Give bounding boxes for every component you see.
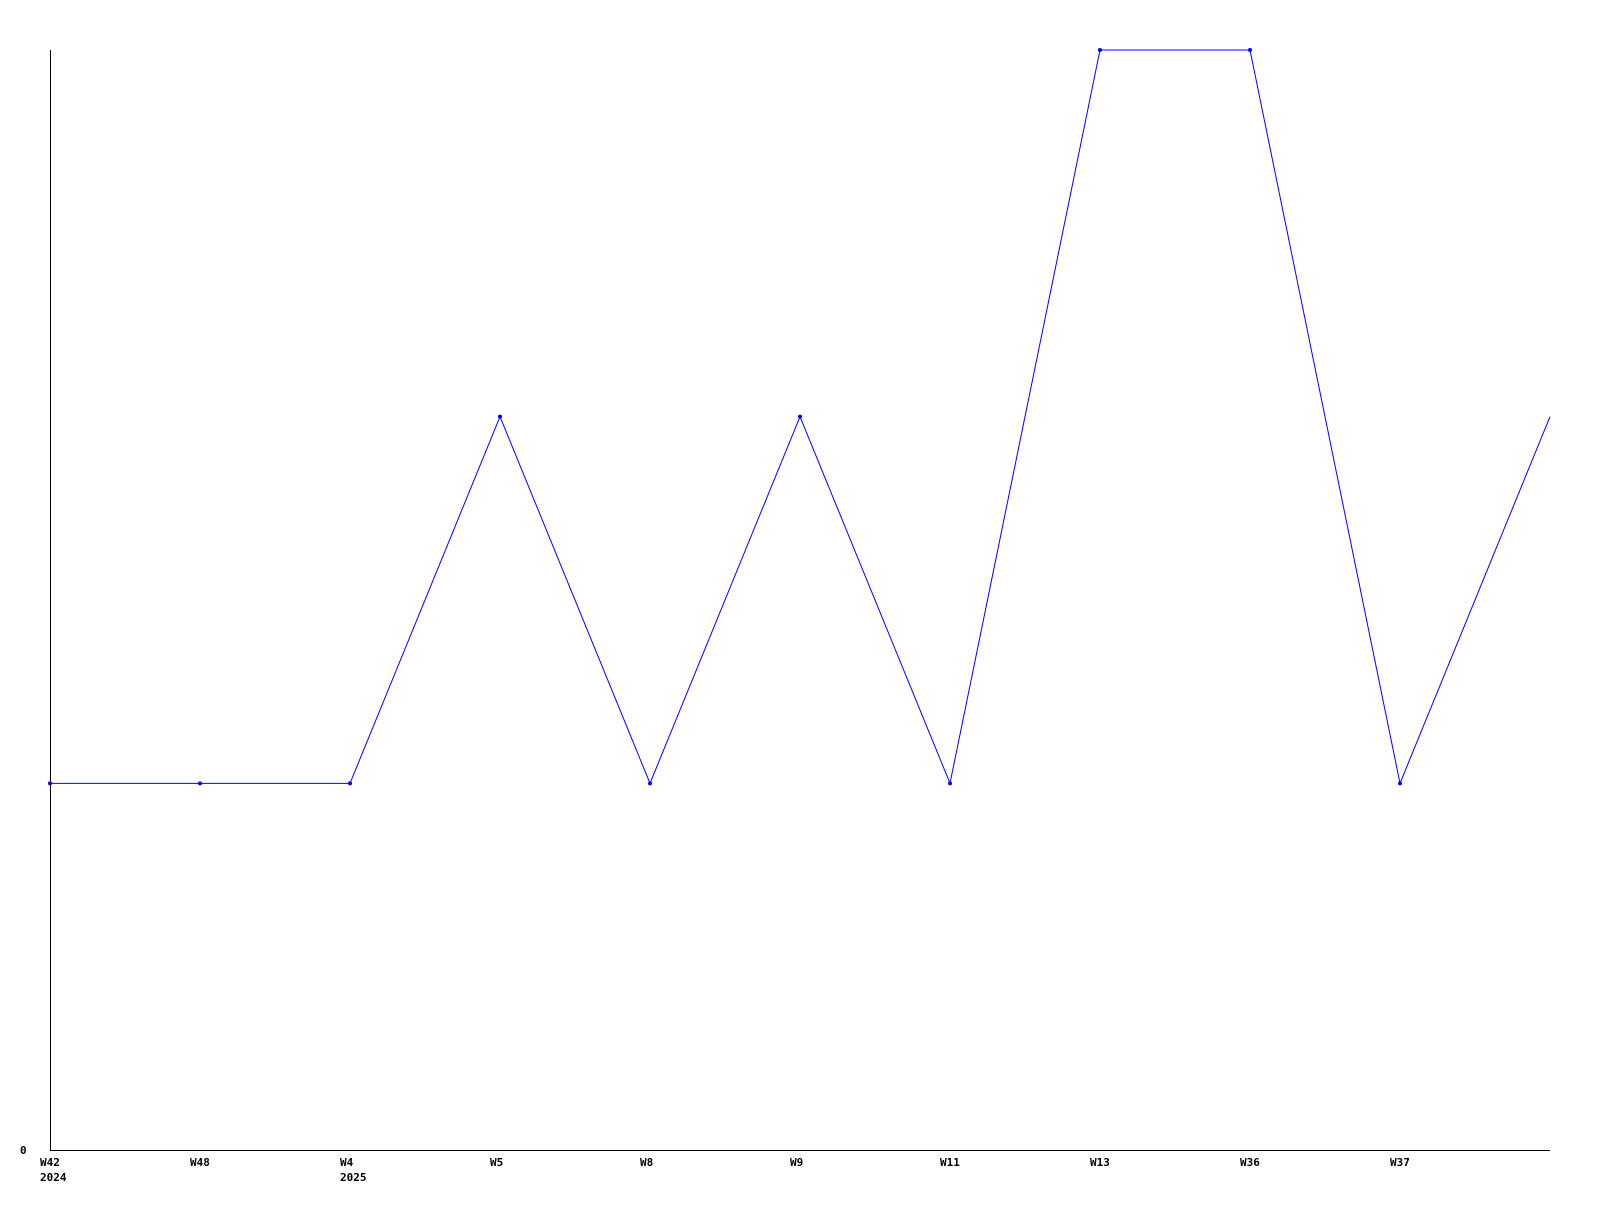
- data-point: [348, 781, 352, 786]
- data-point: [48, 781, 52, 786]
- data-point: [198, 781, 202, 786]
- x-tick-label: W9: [790, 1156, 803, 1169]
- y-tick-label-0: 0: [20, 1144, 27, 1157]
- data-point: [798, 414, 802, 419]
- data-point: [948, 781, 952, 786]
- x-tick-label: W4: [340, 1156, 354, 1169]
- x-tick-label: W5: [490, 1156, 503, 1169]
- data-point: [1398, 781, 1402, 786]
- x-tick-label: W37: [1390, 1156, 1410, 1169]
- data-point: [1098, 48, 1102, 52]
- x-tick-year-label: 2025: [340, 1171, 367, 1184]
- x-tick-label: W13: [1090, 1156, 1110, 1169]
- x-tick-year-label: 2024: [40, 1171, 67, 1184]
- data-point: [498, 414, 502, 419]
- data-point: [648, 781, 652, 786]
- x-tick-label: W42: [40, 1156, 60, 1169]
- x-tick-label: W48: [190, 1156, 210, 1169]
- x-tick-label: W8: [640, 1156, 653, 1169]
- x-tick-label: W36: [1240, 1156, 1260, 1169]
- data-point: [1248, 48, 1252, 52]
- x-tick-label: W11: [940, 1156, 960, 1169]
